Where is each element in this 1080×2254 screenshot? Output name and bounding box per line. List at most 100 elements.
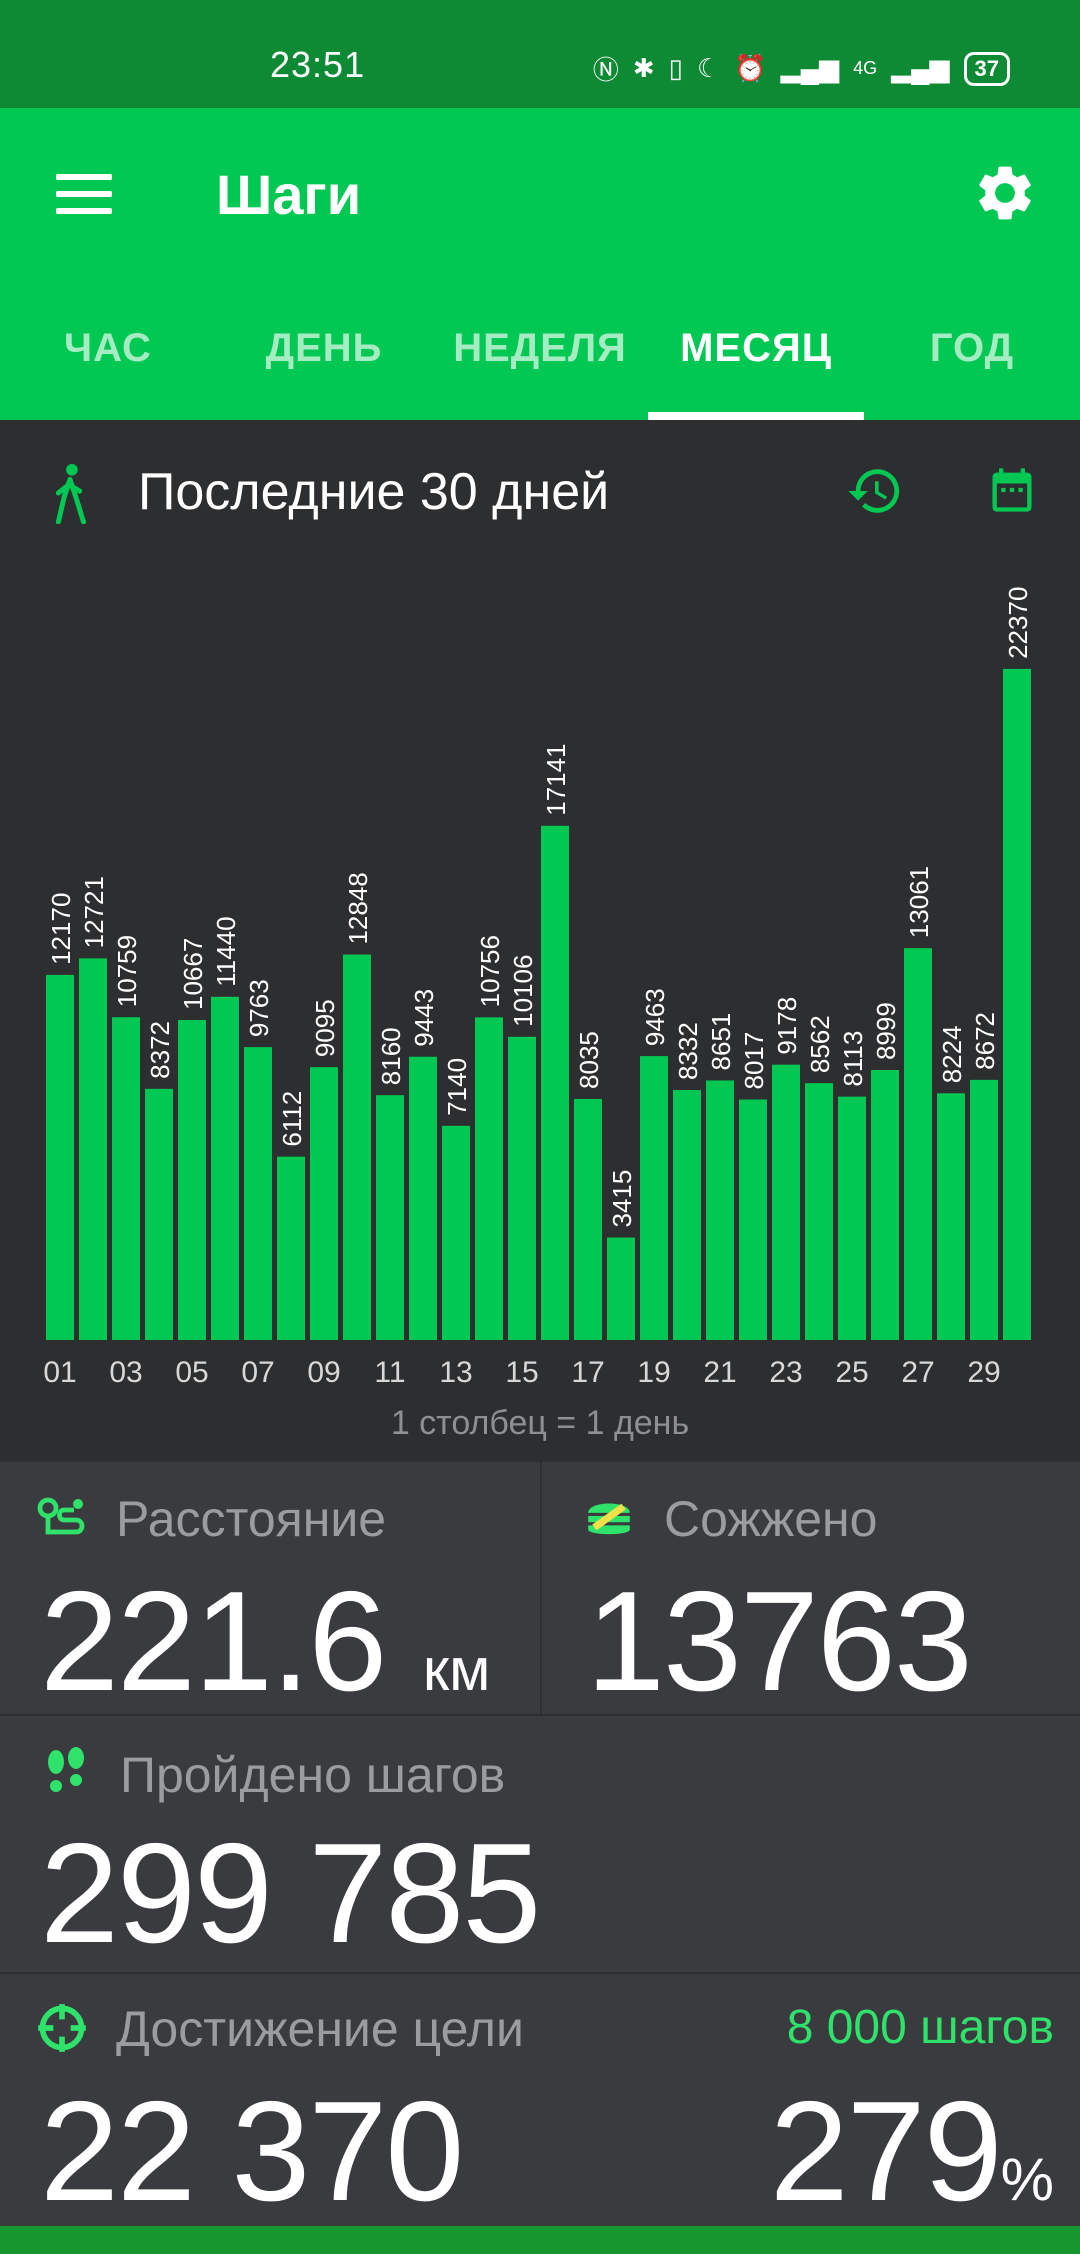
x-tick-label: 05	[175, 1356, 208, 1389]
x-tick-label: 29	[967, 1356, 1000, 1389]
app-title: Шаги	[216, 163, 362, 226]
steps-value: 299 785	[40, 1814, 541, 1973]
menu-icon[interactable]	[56, 174, 112, 214]
burned-card	[542, 1462, 1080, 1714]
bar-value-label: 10667	[178, 938, 208, 1010]
do-not-disturb-moon-icon: ☾	[696, 53, 721, 83]
bar-day-09	[310, 1067, 338, 1340]
period-title: Последние 30 дней	[138, 463, 610, 521]
status-icons: Ⓝ ✱ ▯ ☾ ⏰ ▂▄▆ 4G ▂▄▆ 37	[593, 50, 1010, 87]
bar-day-04	[145, 1088, 173, 1340]
bar-value-label: 9443	[409, 989, 439, 1047]
bar-value-label: 9178	[772, 997, 802, 1055]
x-tick-label: 07	[241, 1356, 274, 1389]
tab-month[interactable]: МЕСЯЦ	[648, 300, 864, 420]
bar-day-27	[904, 948, 932, 1340]
bar-day-29	[970, 1079, 998, 1340]
app-bar	[0, 108, 1080, 420]
distance-number: 221.6	[40, 1562, 387, 1721]
period-tabs: ЧАС ДЕНЬ НЕДЕЛЯ МЕСЯЦ ГОД	[0, 300, 1080, 420]
bluetooth-icon: ✱	[632, 53, 655, 83]
distance-card	[0, 1462, 540, 1714]
period-header: Последние 30 дней	[0, 420, 1080, 570]
bar-value-label: 8672	[970, 1012, 1000, 1070]
x-tick-label: 17	[571, 1356, 604, 1389]
x-tick-label: 21	[703, 1356, 736, 1389]
bar-value-label: 17141	[541, 743, 571, 815]
distance-unit: км	[422, 1636, 491, 1703]
route-icon	[37, 1497, 85, 1535]
calendar-icon[interactable]	[986, 462, 1038, 518]
x-tick-label: 09	[307, 1356, 340, 1389]
bar-value-label: 8017	[739, 1032, 769, 1090]
distance-value: 221.6 км	[40, 1560, 490, 1724]
bar-day-15	[508, 1036, 536, 1340]
goal-percent-number: 279	[769, 2072, 1003, 2231]
bar-day-21	[706, 1080, 734, 1340]
bar-value-label: 10106	[508, 955, 538, 1027]
signal-icon-2: ▂▄▆	[891, 53, 950, 83]
bar-value-label: 8035	[574, 1031, 604, 1089]
footprints-icon	[48, 1747, 84, 1792]
bar-value-label: 8562	[805, 1015, 835, 1073]
bar-value-label: 12848	[343, 872, 373, 944]
bar-day-22	[739, 1099, 767, 1340]
bar-day-18	[607, 1237, 635, 1340]
bar-day-13	[442, 1125, 470, 1340]
goal-percent-sign: %	[1000, 2146, 1054, 2213]
bar-value-label: 9463	[640, 988, 670, 1046]
x-tick-label: 23	[769, 1356, 802, 1389]
bar-value-label: 8651	[706, 1013, 736, 1071]
x-tick-label: 03	[109, 1356, 142, 1389]
bar-day-24	[805, 1083, 833, 1340]
bar-value-label: 12170	[46, 893, 76, 965]
burned-value: 13763	[586, 1562, 973, 1721]
bar-value-label: 11440	[211, 916, 241, 986]
tab-hour[interactable]: ЧАС	[64, 326, 152, 370]
bar-value-label: 12721	[79, 876, 109, 948]
bar-value-label: 10756	[475, 935, 505, 1007]
x-tick-label: 01	[43, 1356, 76, 1389]
bar-day-19	[640, 1056, 668, 1340]
bar-value-label: 10759	[112, 935, 142, 1007]
tab-year[interactable]: ГОД	[929, 326, 1015, 370]
bar-day-30	[1003, 668, 1031, 1340]
steps-label: Пройдено шагов	[120, 1747, 506, 1803]
bar-day-02	[79, 958, 107, 1340]
vibrate-icon: ▯	[668, 53, 683, 83]
goal-label: Достижение цели	[116, 2001, 524, 2057]
walking-person-icon	[55, 463, 87, 524]
bar-day-23	[772, 1064, 800, 1340]
x-tick-label: 27	[901, 1356, 934, 1389]
nfc-icon: Ⓝ	[592, 55, 619, 85]
goal-percent: 279%	[770, 2070, 1054, 2234]
bar-value-label: 8160	[376, 1027, 406, 1085]
bar-day-17	[574, 1098, 602, 1340]
status-bar: 23:51 Ⓝ ✱ ▯ ☾ ⏰ ▂▄▆ 4G ▂▄▆ 37	[0, 0, 1080, 108]
goal-value: 22 370	[40, 2072, 464, 2231]
tab-week[interactable]: НЕДЕЛЯ	[453, 326, 627, 370]
network-type-label: 4G	[853, 58, 878, 78]
alarm-icon: ⏰	[734, 53, 767, 83]
x-tick-label: 13	[439, 1356, 472, 1389]
burger-icon	[588, 1503, 630, 1535]
history-icon[interactable]	[846, 462, 904, 520]
x-tick-label: 11	[374, 1356, 405, 1389]
bar-day-01	[46, 974, 74, 1340]
bar-day-20	[673, 1090, 701, 1340]
bar-day-05	[178, 1019, 206, 1340]
bar-day-28	[937, 1093, 965, 1340]
signal-icon: ▂▄▆	[780, 53, 840, 83]
bar-day-03	[112, 1017, 140, 1340]
bar-day-26	[871, 1070, 899, 1340]
bar-day-25	[838, 1096, 866, 1340]
x-tick-label: 15	[505, 1356, 538, 1389]
bar-day-14	[475, 1017, 503, 1340]
status-time: 23:51	[270, 44, 366, 85]
gear-icon[interactable]	[972, 160, 1038, 226]
x-tick-label: 19	[637, 1356, 670, 1389]
tab-day[interactable]: ДЕНЬ	[265, 326, 383, 370]
bar-value-label: 13061	[904, 866, 934, 938]
bar-day-08	[277, 1156, 305, 1340]
